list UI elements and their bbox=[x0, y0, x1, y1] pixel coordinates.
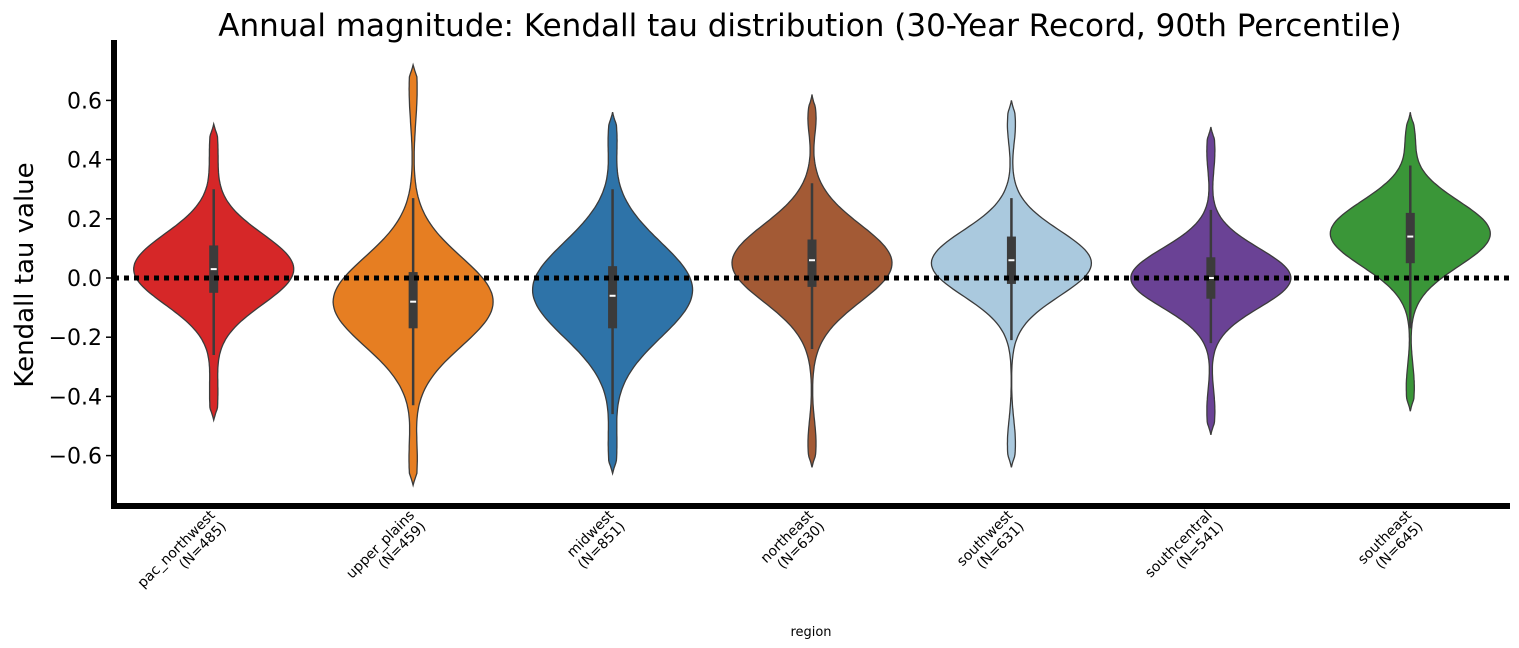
iqr-box-upper_plains bbox=[408, 272, 418, 329]
x-tick-label-pac_northwest: pac_northwest(N=485) bbox=[135, 507, 231, 603]
y-tick-label: 0.4 bbox=[67, 149, 102, 174]
x-tick-label-southeast: southeast(N=645) bbox=[1355, 507, 1427, 579]
iqr-box-northeast bbox=[807, 239, 817, 287]
x-tick-label-upper_plains: upper_plains(N=459) bbox=[343, 508, 429, 594]
y-tick-label: −0.2 bbox=[49, 326, 102, 351]
plot-area: pac_northwest(N=485) upper_plains(N=459) m… bbox=[49, 40, 1510, 603]
y-tick-label: −0.4 bbox=[49, 385, 102, 410]
x-tick-label-northeast: northeast(N=630) bbox=[758, 507, 829, 578]
x-tick-label-southwest: southwest(N=631) bbox=[954, 507, 1028, 581]
x-tick-label-midwest: midwest(N=851) bbox=[564, 507, 629, 572]
iqr-box-southeast bbox=[1405, 212, 1415, 264]
chart-title: Annual magnitude: Kendall tau distributi… bbox=[218, 8, 1402, 44]
x-axis-label: region bbox=[790, 625, 831, 640]
y-tick-label: −0.6 bbox=[49, 445, 102, 470]
y-tick-label: 0.0 bbox=[67, 267, 102, 292]
x-tick-label-southcentral: southcentral(N=541) bbox=[1142, 508, 1227, 593]
y-tick-label: 0.6 bbox=[67, 89, 102, 114]
y-tick-label: 0.2 bbox=[67, 208, 102, 233]
y-axis-label: Kendall tau value bbox=[10, 162, 40, 387]
iqr-box-midwest bbox=[608, 266, 618, 329]
